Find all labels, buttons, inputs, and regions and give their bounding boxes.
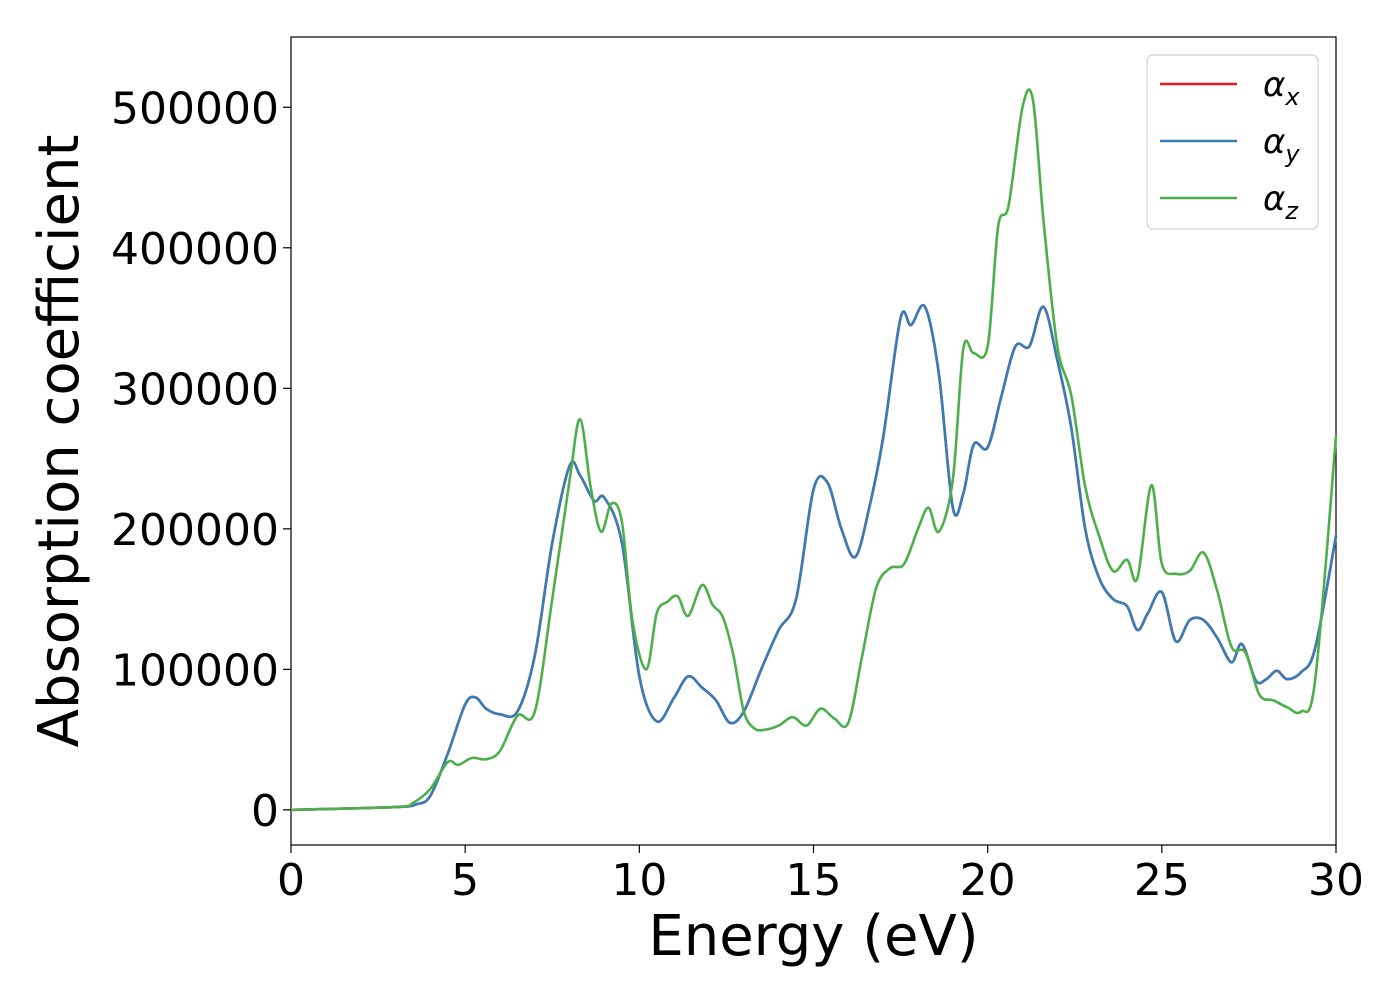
y-axis-ticks: 0 100000 200000 300000 400000 500000 <box>111 83 291 837</box>
y-tick-label: 500000 <box>111 83 279 134</box>
x-tick-label: 30 <box>1308 855 1364 906</box>
legend-label-x: αx <box>1263 65 1300 111</box>
legend: αx αy αz <box>1146 54 1319 230</box>
x-axis-label: Energy (eV) <box>648 904 978 969</box>
x-tick-label: 5 <box>451 855 479 906</box>
series-line-z <box>289 88 1338 812</box>
y-tick-label: 300000 <box>111 364 279 415</box>
y-tick-label: 400000 <box>111 224 279 275</box>
x-axis-ticks: 0 5 10 15 20 25 30 <box>277 845 1364 906</box>
x-tick-label: 15 <box>786 855 842 906</box>
x-tick-label: 25 <box>1134 855 1190 906</box>
y-tick-label: 0 <box>251 786 279 837</box>
series-layer <box>289 88 1338 812</box>
x-tick-label: 20 <box>960 855 1016 906</box>
y-tick-label: 200000 <box>111 505 279 556</box>
legend-label-z: αz <box>1263 179 1299 225</box>
legend-label-y: αy <box>1263 122 1300 168</box>
series-line-x <box>289 303 1338 812</box>
x-tick-label: 0 <box>277 855 305 906</box>
series-line-y <box>289 303 1338 812</box>
y-tick-label: 100000 <box>111 645 279 696</box>
x-tick-label: 10 <box>611 855 667 906</box>
y-axis-label: Absorption coefficient <box>27 135 92 748</box>
